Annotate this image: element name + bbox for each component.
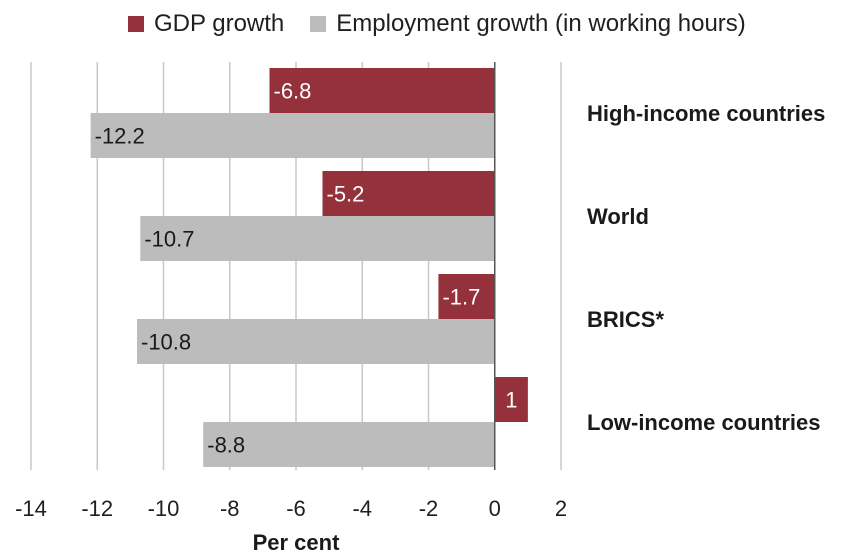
bars: -6.8 -12.2 -5.2 -10.7 -1.7 -10.8 1 -8.8 [90,68,528,467]
category-label: Low-income countries [587,410,820,435]
legend-label-employment: Employment growth (in working hours) [336,10,746,37]
data-label: -10.7 [144,227,194,252]
bar-gdp [322,171,495,216]
x-tick-label: 2 [555,496,567,521]
data-label: -12.2 [95,124,145,149]
data-label: -5.2 [327,182,365,207]
x-tick-label: 0 [489,496,501,521]
x-tick-label: -12 [81,496,113,521]
x-tick-labels: -14 -12 -10 -8 -6 -4 -2 0 2 [15,496,567,521]
x-tick-label: -6 [286,496,306,521]
legend-swatch-gdp [128,16,144,32]
legend-label-gdp: GDP growth [154,10,285,37]
bar-employment [90,113,495,158]
x-tick-label: -4 [352,496,372,521]
data-label: 1 [505,388,517,413]
bar-gdp [438,274,495,319]
data-label: -8.8 [207,433,245,458]
legend-swatch-employment [310,16,327,32]
x-tick-label: -8 [220,496,240,521]
data-label: -1.7 [442,285,480,310]
bar-gdp [494,377,528,422]
x-tick-label: -14 [15,496,47,521]
bar-gdp [269,68,495,113]
data-label: -10.8 [141,330,191,355]
category-labels: High-income countries World BRICS* Low-inco… [587,101,825,435]
legend: GDP growth Employment growth (in working… [128,10,746,38]
bar-employment [137,319,495,364]
legend-item-gdp: GDP growth [128,10,284,38]
data-label: -6.8 [274,79,312,104]
x-tick-label: -10 [148,496,180,521]
bar-employment [203,422,495,467]
bar-employment [140,216,495,261]
category-label: BRICS* [587,307,664,332]
x-axis-label: Per cent [253,530,340,555]
legend-item-employment: Employment growth (in working hours) [310,10,746,38]
category-label: World [587,204,649,229]
x-tick-label: -2 [419,496,439,521]
category-label: High-income countries [587,101,825,126]
